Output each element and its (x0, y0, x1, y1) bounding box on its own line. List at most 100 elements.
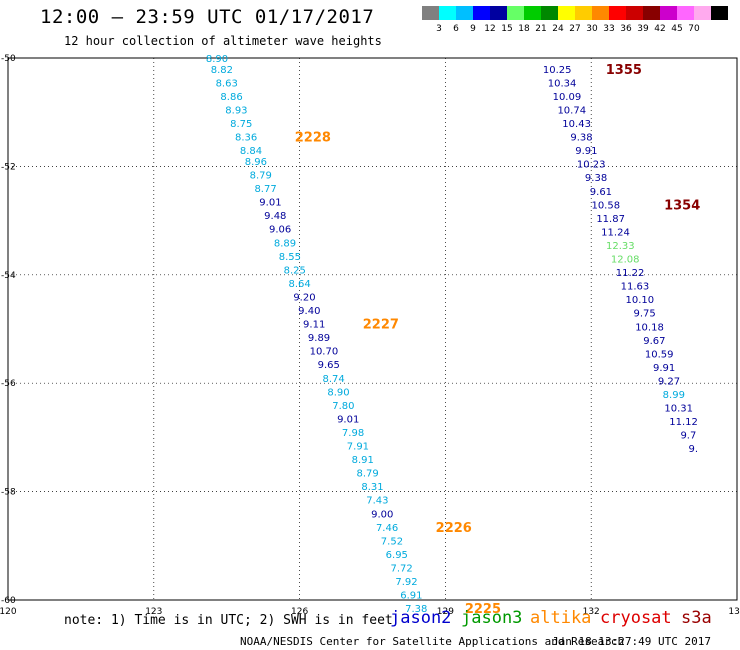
wave-height-value: 10.58 (591, 200, 620, 211)
wave-height-value: 7.52 (381, 536, 403, 547)
wave-height-value: 7.38 (405, 604, 427, 615)
color-scale-label: 6 (453, 24, 459, 34)
wave-height-value: 9.7 (680, 431, 696, 442)
wave-height-value: 8.99 (663, 390, 685, 401)
wave-height-value: 8.93 (225, 105, 247, 116)
wave-height-value: 9.91 (575, 146, 597, 157)
wave-height-value: 11.63 (621, 282, 650, 293)
color-swatch (490, 6, 507, 20)
latitude-tick-label: -50 (1, 54, 16, 64)
wave-height-value: 9.48 (264, 211, 286, 222)
wave-height-value: 10.10 (625, 295, 654, 306)
color-scale-label: 9 (470, 24, 476, 34)
color-scale-label: 3 (436, 24, 442, 34)
wave-height-value: 11.87 (596, 214, 625, 225)
wave-height-value: 9.11 (303, 320, 325, 331)
longitude-tick-label: 123 (145, 607, 162, 617)
footer-credit: NOAA/NESDIS Center for Satellite Applica… (240, 635, 625, 648)
wave-height-value: 7.72 (391, 563, 413, 574)
wave-height-value: 8.84 (240, 146, 262, 157)
color-swatch (558, 6, 575, 20)
wave-height-value: 8.74 (322, 374, 344, 385)
wave-height-value: 11.22 (616, 268, 645, 279)
color-scale-label: 39 (637, 24, 649, 34)
wave-height-value: 6.91 (400, 591, 422, 602)
color-swatch (541, 6, 558, 20)
wave-height-value: 10.25 (543, 65, 572, 76)
color-scale-label: 18 (518, 24, 530, 34)
color-swatch (575, 6, 592, 20)
wave-height-value: 8.63 (216, 78, 238, 89)
wave-height-value: 10.34 (548, 78, 577, 89)
wave-height-value: 9.01 (337, 414, 359, 425)
color-swatch (694, 6, 711, 20)
footer-timestamp: Jan 18 13:27:49 UTC 2017 (552, 635, 711, 648)
color-swatch (592, 6, 609, 20)
wave-height-value: 8.79 (357, 469, 379, 480)
wave-height-value: 6.95 (386, 550, 408, 561)
wave-height-value: 8.55 (279, 252, 301, 263)
wave-height-value: 10.31 (664, 404, 693, 415)
color-swatch (677, 6, 694, 20)
wave-height-value: 10.74 (557, 105, 586, 116)
color-scale-label: 30 (586, 24, 598, 34)
wave-height-value: 7.98 (342, 428, 364, 439)
wave-height-value: 8.31 (361, 482, 383, 493)
color-scale-label: 27 (569, 24, 581, 34)
longitude-tick-label: 120 (0, 607, 17, 617)
wave-height-value: 9.75 (634, 309, 656, 320)
wave-height-value: 9.06 (269, 225, 291, 236)
wave-height-value: 8.25 (284, 265, 306, 276)
wave-height-value: 12.33 (606, 241, 635, 252)
wave-height-value: 10.59 (645, 349, 674, 360)
latitude-tick-label: -56 (1, 379, 16, 389)
page-title: 12:00 – 23:59 UTC 01/17/2017 (40, 6, 375, 28)
color-scale-label: 21 (535, 24, 547, 34)
units-note: note: 1) Time is in UTC; 2) SWH is in fe… (64, 613, 393, 628)
color-scale-label: 24 (552, 24, 564, 34)
wave-height-value: 8.79 (250, 171, 272, 182)
map-frame (7, 57, 738, 601)
pass-time-label: 2226 (436, 521, 472, 536)
latitude-tick-label: -54 (1, 271, 16, 281)
longitude-tick-label: 129 (437, 607, 454, 617)
color-scale-label: 33 (603, 24, 615, 34)
longitude-tick-label: 135 (728, 607, 740, 617)
color-scale-label: 70 (688, 24, 700, 34)
color-scale-label: 45 (671, 24, 683, 34)
wave-height-value: 8.36 (235, 133, 257, 144)
color-swatch (643, 6, 660, 20)
longitude-tick-label: 132 (583, 607, 600, 617)
wave-height-value: 8.86 (220, 92, 242, 103)
color-scale-label: 12 (484, 24, 496, 34)
page-subtitle: 12 hour collection of altimeter wave hei… (64, 34, 382, 48)
wave-height-value: 9.00 (371, 509, 393, 520)
wave-height-value: 7.91 (347, 442, 369, 453)
wave-height-value: 11.12 (669, 417, 698, 428)
wave-height-value: 8.96 (245, 157, 267, 168)
wave-height-value: 10.18 (635, 322, 664, 333)
wave-height-value: 9.65 (318, 360, 340, 371)
wave-height-value: 10.23 (577, 160, 606, 171)
color-swatch (660, 6, 677, 20)
latitude-tick-label: -60 (1, 596, 16, 606)
satellite-altika-label: altika (530, 608, 592, 628)
wave-height-value: 9.40 (298, 306, 320, 317)
wave-height-value: 9.91 (653, 363, 675, 374)
satellite-jason3-label: jason3 (461, 608, 523, 628)
wave-height-value: 9.20 (293, 292, 315, 303)
wave-height-value: 8.91 (352, 455, 374, 466)
wave-height-value: 7.80 (332, 401, 354, 412)
wave-height-value: 8.75 (230, 119, 252, 130)
wave-height-value: 12.08 (611, 255, 640, 266)
wave-height-value: 7.92 (395, 577, 417, 588)
color-scale-label: 42 (654, 24, 666, 34)
pass-time-label: 1355 (606, 63, 642, 78)
wave-height-value: 9.89 (308, 333, 330, 344)
color-swatch (422, 6, 439, 20)
pass-time-label: 2228 (295, 131, 331, 146)
pass-time-label: 1354 (664, 198, 700, 213)
wave-height-value: 8.90 (327, 387, 349, 398)
latitude-tick-label: -52 (1, 162, 16, 172)
